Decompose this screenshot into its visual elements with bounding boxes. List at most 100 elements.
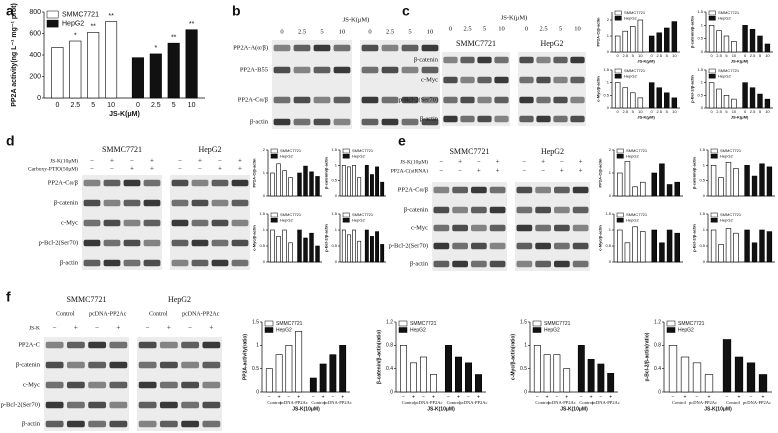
y-tick-label: 1 xyxy=(607,80,610,85)
treatment-sign: + xyxy=(238,165,242,173)
y-tick-label: 200 xyxy=(29,73,41,80)
treatment-label: JS-K(10μM) xyxy=(50,157,78,164)
legend-label: SMMC7721 xyxy=(624,10,646,15)
blot-band xyxy=(535,186,551,194)
bar xyxy=(648,35,655,53)
bar xyxy=(587,359,595,393)
y-tick-label: 0.8 xyxy=(654,343,661,349)
x-tick-label: + xyxy=(546,394,549,400)
legend-label: SMMC7721 xyxy=(678,321,705,327)
group-label: pcDNA-PP2Ac xyxy=(460,400,488,405)
blot-band xyxy=(211,179,229,187)
bar xyxy=(370,236,374,263)
bar xyxy=(759,229,765,263)
blot-row-label: c-Myc xyxy=(23,381,40,388)
blot-band xyxy=(443,115,458,123)
cell-line-label: SMMC7721 xyxy=(102,145,142,154)
panel-letter: e xyxy=(398,133,406,149)
treatment-sign: + xyxy=(116,324,120,332)
panel-letter: a xyxy=(6,3,14,19)
bar xyxy=(710,229,717,263)
blot-band xyxy=(159,361,178,369)
legend-label: SMMC7721 xyxy=(280,148,302,153)
treatment-sign: + xyxy=(579,167,583,175)
x-tick-label: − xyxy=(599,394,602,400)
treatment-sign: − xyxy=(458,167,462,175)
blot-membrane xyxy=(272,40,352,129)
treatment-sign: − xyxy=(522,158,526,166)
blot-band xyxy=(103,239,121,247)
legend-label: SMMC7721 xyxy=(720,212,742,217)
blot-band xyxy=(231,219,249,227)
bar xyxy=(630,26,636,53)
lane-label: 2.5 xyxy=(539,25,547,32)
x-tick-label: 10 xyxy=(638,109,643,114)
blot-band xyxy=(171,179,189,187)
legend-label: HepG2 xyxy=(352,217,365,222)
y-tick-label: 0 xyxy=(390,389,393,395)
blot-band xyxy=(433,242,450,250)
legend-label: SMMC7721 xyxy=(352,212,374,217)
bar xyxy=(671,21,678,53)
blot-band xyxy=(313,66,331,74)
blot-band xyxy=(553,115,568,123)
blot-band xyxy=(572,224,589,232)
lane-label: 10 xyxy=(427,28,434,35)
legend-swatch xyxy=(616,217,624,223)
blot-band xyxy=(159,341,178,349)
y-tick-label: 1 xyxy=(701,80,704,85)
y-tick-label: 1 xyxy=(263,227,266,232)
blot-band xyxy=(516,242,533,250)
y-tick-label: 0 xyxy=(263,193,266,198)
blot-band xyxy=(313,96,331,104)
treatment-sign: + xyxy=(496,167,500,175)
bar xyxy=(185,29,198,99)
blot-band xyxy=(519,56,534,64)
blot-band xyxy=(401,66,419,74)
y-tick-label: 0.5 xyxy=(699,243,705,248)
x-axis-label: JS-K(μM) xyxy=(731,58,749,63)
x-tick-label: − xyxy=(555,394,558,400)
blot-band xyxy=(273,66,291,74)
bar xyxy=(429,374,437,393)
blot-band xyxy=(83,239,101,247)
treatment-sign: + xyxy=(218,165,222,173)
blot-band xyxy=(443,56,458,64)
blot-band xyxy=(171,219,189,227)
blot-band xyxy=(273,118,291,126)
y-tick-label: 0 xyxy=(263,259,266,264)
legend-label: HepG2 xyxy=(720,217,733,222)
legend-label: HepG2 xyxy=(718,15,731,20)
blot-row-label: c-Myc xyxy=(411,224,428,231)
y-axis-label: β-catenin/β-actin xyxy=(691,156,696,189)
bar xyxy=(632,226,638,263)
blot-band xyxy=(83,199,101,207)
legend-label: SMMC7721 xyxy=(718,10,740,15)
bar xyxy=(725,161,732,197)
blot-band xyxy=(123,239,141,247)
blot-row-label: PP2A-B55 xyxy=(240,66,268,73)
bar xyxy=(616,172,623,197)
blot-band xyxy=(519,115,534,123)
legend-label: SMMC7721 xyxy=(718,68,740,73)
bar xyxy=(651,172,658,197)
x-tick-label: + xyxy=(477,394,480,400)
lane-label: 2.5 xyxy=(386,28,394,35)
bar xyxy=(309,232,314,263)
y-tick-label: 1.5 xyxy=(520,319,527,325)
legend-label: SMMC7721 xyxy=(544,321,571,327)
y-axis-label: p-Bcl-2/β-actin xyxy=(691,224,696,252)
blot-band xyxy=(138,361,157,369)
y-tick-label: 1.5 xyxy=(331,147,337,152)
x-tick-label: 5 xyxy=(666,109,669,114)
bar xyxy=(614,35,621,53)
blot-band xyxy=(171,259,189,267)
blot-band xyxy=(570,115,585,123)
y-tick-label: 0 xyxy=(609,193,612,198)
blot-band xyxy=(333,66,351,74)
blot-band xyxy=(554,260,570,268)
treatment-sign: − xyxy=(198,165,202,173)
group-label: pcDNA-PP2Ac xyxy=(324,400,352,405)
lane-label: 10 xyxy=(574,25,581,32)
blot-band xyxy=(293,118,311,126)
